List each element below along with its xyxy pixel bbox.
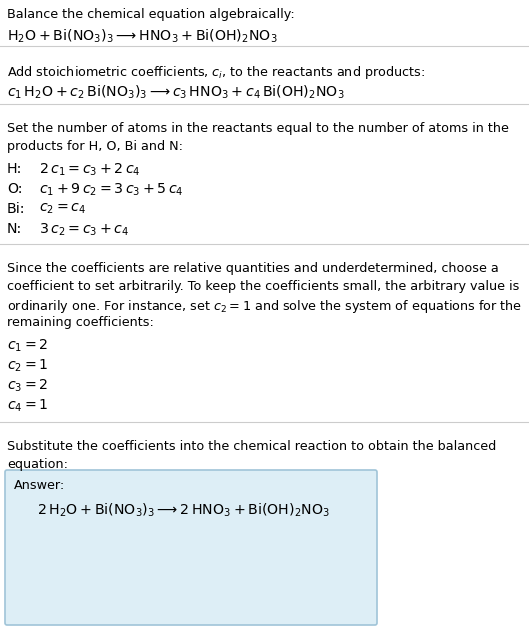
Text: Set the number of atoms in the reactants equal to the number of atoms in the: Set the number of atoms in the reactants… [7, 122, 509, 135]
Text: equation:: equation: [7, 458, 68, 471]
Text: $c_4 = 1$: $c_4 = 1$ [7, 398, 49, 414]
Text: H:: H: [7, 162, 22, 176]
Text: $2\,c_1 = c_3 + 2\,c_4$: $2\,c_1 = c_3 + 2\,c_4$ [39, 162, 141, 179]
Text: $\mathregular{H_2O + Bi(NO_3)_3}\longrightarrow\mathregular{HNO_3 + Bi(OH)_2NO_3: $\mathregular{H_2O + Bi(NO_3)_3}\longrig… [7, 28, 278, 45]
Text: coefficient to set arbitrarily. To keep the coefficients small, the arbitrary va: coefficient to set arbitrarily. To keep … [7, 280, 519, 293]
Text: $c_1 = 2$: $c_1 = 2$ [7, 338, 48, 354]
Text: products for H, O, Bi and N:: products for H, O, Bi and N: [7, 140, 183, 153]
Text: $3\,c_2 = c_3 + c_4$: $3\,c_2 = c_3 + c_4$ [39, 222, 130, 238]
Text: Substitute the coefficients into the chemical reaction to obtain the balanced: Substitute the coefficients into the che… [7, 440, 496, 453]
Text: Since the coefficients are relative quantities and underdetermined, choose a: Since the coefficients are relative quan… [7, 262, 499, 275]
Text: $c_1 + 9\,c_2 = 3\,c_3 + 5\,c_4$: $c_1 + 9\,c_2 = 3\,c_3 + 5\,c_4$ [39, 182, 184, 198]
Text: Bi:: Bi: [7, 202, 25, 216]
Text: ordinarily one. For instance, set $c_2 = 1$ and solve the system of equations fo: ordinarily one. For instance, set $c_2 =… [7, 298, 522, 315]
Text: remaining coefficients:: remaining coefficients: [7, 316, 154, 329]
Text: Add stoichiometric coefficients, $c_i$, to the reactants and products:: Add stoichiometric coefficients, $c_i$, … [7, 64, 425, 81]
Text: $2\,\mathregular{H_2O + Bi(NO_3)_3} \longrightarrow 2\,\mathregular{HNO_3 + Bi(O: $2\,\mathregular{H_2O + Bi(NO_3)_3} \lon… [37, 502, 330, 519]
Text: $c_2 = c_4$: $c_2 = c_4$ [39, 202, 86, 216]
Text: O:: O: [7, 182, 23, 196]
Text: Answer:: Answer: [14, 479, 65, 492]
Text: $c_1\,\mathregular{H_2O} + c_2\,\mathregular{Bi(NO_3)_3} \longrightarrow c_3\,\m: $c_1\,\mathregular{H_2O} + c_2\,\mathreg… [7, 84, 345, 102]
Text: $c_3 = 2$: $c_3 = 2$ [7, 378, 48, 394]
Text: $c_2 = 1$: $c_2 = 1$ [7, 358, 49, 374]
Text: N:: N: [7, 222, 22, 236]
FancyBboxPatch shape [5, 470, 377, 625]
Text: Balance the chemical equation algebraically:: Balance the chemical equation algebraica… [7, 8, 295, 21]
